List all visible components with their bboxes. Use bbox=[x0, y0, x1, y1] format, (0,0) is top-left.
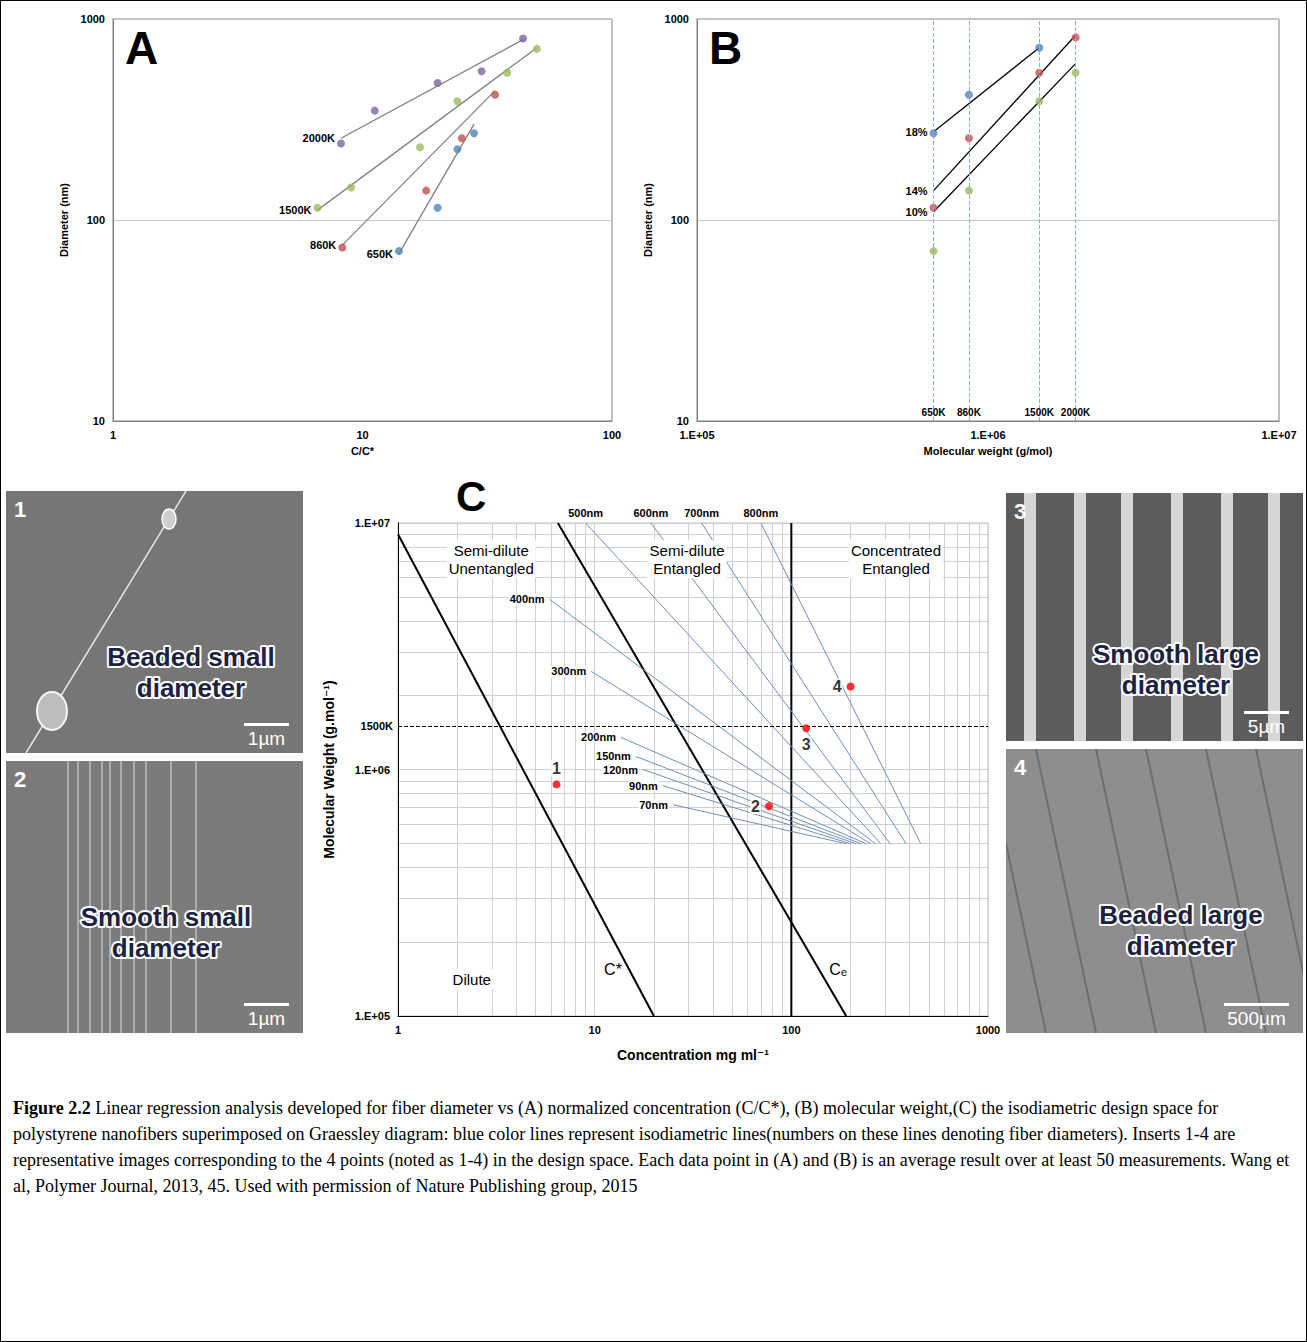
svg-text:C/C*: C/C* bbox=[351, 445, 375, 457]
svg-text:1µm: 1µm bbox=[248, 728, 285, 749]
svg-text:Semi-dilute: Semi-dilute bbox=[650, 542, 725, 559]
svg-text:1.E+06: 1.E+06 bbox=[355, 764, 390, 776]
svg-text:1000: 1000 bbox=[81, 13, 105, 25]
svg-text:18%: 18% bbox=[906, 126, 928, 138]
svg-text:3: 3 bbox=[802, 736, 811, 753]
svg-text:860K: 860K bbox=[957, 407, 982, 418]
svg-text:Concentration mg ml⁻¹: Concentration mg ml⁻¹ bbox=[617, 1047, 769, 1063]
svg-text:1µm: 1µm bbox=[248, 1008, 285, 1029]
svg-text:1.E+05: 1.E+05 bbox=[679, 429, 714, 441]
svg-text:C: C bbox=[456, 473, 486, 520]
svg-text:650K: 650K bbox=[367, 248, 393, 260]
svg-text:1500K: 1500K bbox=[361, 720, 393, 732]
svg-text:1000: 1000 bbox=[976, 1024, 1000, 1036]
svg-text:Diameter (nm): Diameter (nm) bbox=[642, 183, 654, 257]
svg-text:2: 2 bbox=[751, 798, 760, 815]
svg-text:B: B bbox=[709, 22, 742, 74]
svg-text:10: 10 bbox=[93, 415, 105, 427]
svg-text:100: 100 bbox=[603, 429, 621, 441]
svg-text:5µm: 5µm bbox=[1248, 716, 1285, 737]
svg-text:1.E+07: 1.E+07 bbox=[355, 517, 390, 529]
svg-text:Semi-dilute: Semi-dilute bbox=[454, 542, 529, 559]
svg-text:Concentrated: Concentrated bbox=[851, 542, 941, 559]
svg-text:1: 1 bbox=[552, 760, 561, 777]
svg-text:100: 100 bbox=[782, 1024, 800, 1036]
svg-text:2000K: 2000K bbox=[1061, 407, 1091, 418]
svg-text:1000: 1000 bbox=[665, 13, 689, 25]
svg-text:2: 2 bbox=[14, 767, 26, 792]
svg-text:Molecular Weight (g.mol⁻¹): Molecular Weight (g.mol⁻¹) bbox=[321, 680, 337, 858]
svg-text:600nm: 600nm bbox=[633, 507, 668, 519]
svg-text:Entangled: Entangled bbox=[653, 560, 721, 577]
svg-text:1.E+06: 1.E+06 bbox=[970, 429, 1005, 441]
svg-text:2000K: 2000K bbox=[303, 132, 335, 144]
svg-text:700nm: 700nm bbox=[684, 507, 719, 519]
svg-text:Dilute: Dilute bbox=[453, 971, 491, 988]
svg-text:4: 4 bbox=[1014, 755, 1027, 780]
svg-text:C*: C* bbox=[604, 961, 622, 978]
svg-text:A: A bbox=[125, 22, 158, 74]
svg-text:650K: 650K bbox=[922, 407, 947, 418]
svg-text:10: 10 bbox=[677, 415, 689, 427]
svg-text:150nm: 150nm bbox=[596, 750, 631, 762]
svg-text:100: 100 bbox=[87, 214, 105, 226]
svg-text:4: 4 bbox=[833, 678, 842, 695]
svg-text:Molecular weight (g/mol): Molecular weight (g/mol) bbox=[924, 445, 1053, 457]
svg-text:860K: 860K bbox=[310, 239, 336, 251]
svg-text:1.E+07: 1.E+07 bbox=[1261, 429, 1296, 441]
svg-text:1: 1 bbox=[110, 429, 116, 441]
svg-text:10: 10 bbox=[589, 1024, 601, 1036]
svg-text:10: 10 bbox=[356, 429, 368, 441]
svg-text:Beaded largediameter: Beaded largediameter bbox=[1099, 900, 1262, 961]
svg-text:500nm: 500nm bbox=[568, 507, 603, 519]
svg-text:800nm: 800nm bbox=[743, 507, 778, 519]
svg-text:Diameter (nm): Diameter (nm) bbox=[58, 183, 70, 257]
svg-text:Entangled: Entangled bbox=[862, 560, 930, 577]
svg-text:1.E+05: 1.E+05 bbox=[355, 1010, 390, 1022]
svg-text:10%: 10% bbox=[906, 206, 928, 218]
svg-text:1: 1 bbox=[14, 497, 26, 522]
svg-text:Unentangled: Unentangled bbox=[449, 560, 534, 577]
svg-text:200nm: 200nm bbox=[581, 731, 616, 743]
svg-text:500µm: 500µm bbox=[1227, 1008, 1285, 1029]
html-text:Figure 2.2 Linear regression a: Figure 2.2 Linear regression analysis de… bbox=[13, 1098, 1290, 1196]
svg-text:90nm: 90nm bbox=[629, 780, 658, 792]
svg-text:Smooth largediameter: Smooth largediameter bbox=[1093, 639, 1259, 700]
svg-text:Beaded smalldiameter: Beaded smalldiameter bbox=[107, 642, 275, 703]
svg-text:1500K: 1500K bbox=[1025, 407, 1055, 418]
svg-text:70nm: 70nm bbox=[639, 799, 668, 811]
svg-text:1: 1 bbox=[395, 1024, 401, 1036]
svg-text:Smooth smalldiameter: Smooth smalldiameter bbox=[81, 902, 251, 963]
svg-text:1500K: 1500K bbox=[279, 204, 311, 216]
svg-text:100: 100 bbox=[671, 214, 689, 226]
svg-text:120nm: 120nm bbox=[603, 764, 638, 776]
svg-text:400nm: 400nm bbox=[510, 593, 545, 605]
svg-text:Cₑ: Cₑ bbox=[829, 961, 847, 978]
svg-text:3: 3 bbox=[1014, 499, 1026, 524]
svg-text:14%: 14% bbox=[906, 185, 928, 197]
svg-text:300nm: 300nm bbox=[551, 665, 586, 677]
